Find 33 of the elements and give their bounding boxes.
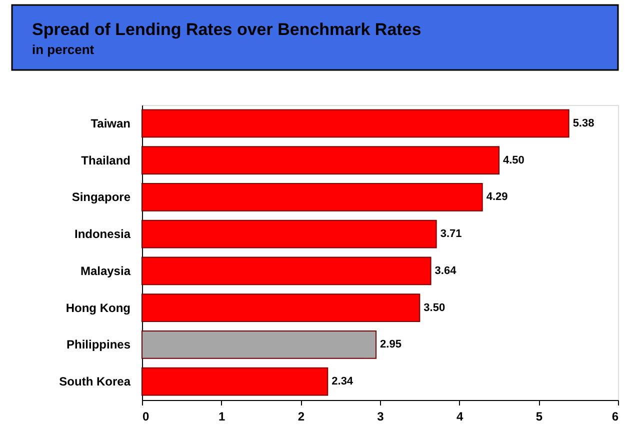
data-label: 4.29 bbox=[486, 191, 508, 204]
x-tick-label: 4 bbox=[456, 410, 464, 424]
bar bbox=[142, 367, 328, 396]
bar bbox=[142, 294, 420, 322]
x-tick-label: 1 bbox=[218, 410, 226, 424]
bar bbox=[142, 183, 483, 212]
chart-title: Spread of Lending Rates over Benchmark Rates bbox=[32, 20, 422, 39]
x-tick-label: 2 bbox=[298, 410, 305, 424]
data-label: 3.64 bbox=[434, 264, 458, 277]
bar bbox=[142, 146, 500, 174]
data-label: 2.95 bbox=[380, 338, 402, 351]
bar bbox=[142, 220, 437, 248]
data-label: 3.50 bbox=[424, 302, 446, 314]
x-tick-label: 5 bbox=[536, 410, 543, 424]
chart-subtitle: in percent bbox=[32, 42, 95, 57]
data-label: 5.38 bbox=[572, 117, 594, 130]
y-tick-label: Singapore bbox=[72, 190, 131, 204]
data-label: 3.71 bbox=[440, 228, 462, 240]
bar bbox=[142, 109, 570, 138]
y-tick-label: South Korea bbox=[59, 374, 131, 389]
y-tick-label: Indonesia bbox=[74, 227, 131, 242]
data-label: 4.50 bbox=[503, 154, 524, 166]
y-tick-label: Hong Kong bbox=[66, 300, 130, 315]
x-tick-label: 0 bbox=[142, 410, 150, 424]
x-tick-label: 3 bbox=[377, 410, 384, 424]
x-tick-label: 6 bbox=[612, 410, 619, 424]
y-tick-label: Taiwan bbox=[90, 116, 130, 130]
bar bbox=[142, 330, 377, 359]
data-label: 2.34 bbox=[332, 376, 354, 388]
y-tick-label: Philippines bbox=[66, 338, 131, 352]
bar bbox=[142, 256, 432, 286]
y-tick-label: Thailand bbox=[81, 153, 130, 168]
y-tick-label: Malaysia bbox=[80, 264, 131, 278]
